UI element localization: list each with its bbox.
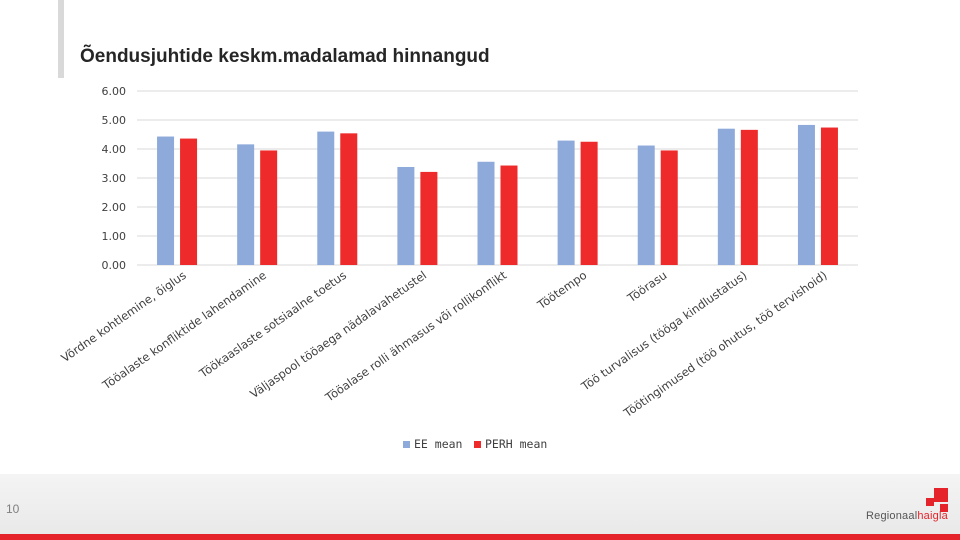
bar-perh bbox=[420, 171, 438, 265]
x-tick-label: Töörasu bbox=[624, 268, 669, 306]
bar-ee bbox=[317, 131, 335, 265]
logo-wordmark: Regionaalhaigla bbox=[866, 510, 948, 522]
x-tick-label: Töötempo bbox=[534, 268, 589, 313]
y-tick-label: 0.00 bbox=[102, 259, 127, 272]
legend-swatch bbox=[403, 441, 410, 448]
bar-ee bbox=[637, 145, 655, 265]
x-tick-label: Töökaaslaste sotsiaalne toetus bbox=[196, 268, 349, 381]
bar-ee bbox=[557, 140, 575, 265]
title-accent-bar bbox=[58, 0, 64, 78]
x-tick-label: Võrdne kohtlemine, õiglus bbox=[58, 268, 188, 365]
x-tick-label: Töö turvalisus (tööga kindlustatus) bbox=[578, 268, 750, 394]
legend-label: EE mean bbox=[414, 437, 462, 451]
x-tick-label: Tööalaste konfliktide lahendamine bbox=[99, 268, 269, 393]
bar-ee bbox=[237, 144, 255, 265]
bar-ee bbox=[477, 161, 495, 265]
y-tick-label: 5.00 bbox=[102, 114, 127, 127]
bar-perh bbox=[580, 141, 598, 265]
slide-title: Õendusjuhtide keskm.madalamad hinnangud bbox=[80, 46, 490, 67]
logo-mark-icon bbox=[920, 488, 948, 514]
y-tick-label: 3.00 bbox=[102, 172, 127, 185]
bar-ee bbox=[717, 128, 735, 265]
bar-perh bbox=[740, 129, 758, 265]
bar-perh bbox=[660, 150, 678, 265]
bar-chart: 0.00 1.00 2.00 3.00 4.00 5.00 6.00 Võrdne kohtl… bbox=[58, 85, 858, 451]
bar-ee bbox=[397, 166, 415, 265]
regionaalhaigla-logo: Regionaalhaigla bbox=[866, 488, 948, 528]
bar-ee bbox=[797, 124, 815, 266]
legend-label: PERH mean bbox=[485, 437, 547, 451]
footer-red-line bbox=[0, 534, 960, 540]
bar-ee bbox=[157, 136, 175, 265]
bar-perh bbox=[820, 127, 838, 265]
page-number: 10 bbox=[6, 502, 20, 516]
bar-perh bbox=[340, 133, 358, 265]
bar-perh bbox=[500, 165, 518, 265]
y-tick-label: 1.00 bbox=[102, 230, 127, 243]
footer bbox=[0, 474, 960, 534]
legend-swatch bbox=[474, 441, 481, 448]
y-tick-label: 6.00 bbox=[102, 85, 127, 98]
bar-perh bbox=[260, 150, 278, 265]
y-tick-label: 4.00 bbox=[102, 143, 127, 156]
y-tick-label: 2.00 bbox=[102, 201, 127, 214]
bar-perh bbox=[180, 138, 198, 265]
